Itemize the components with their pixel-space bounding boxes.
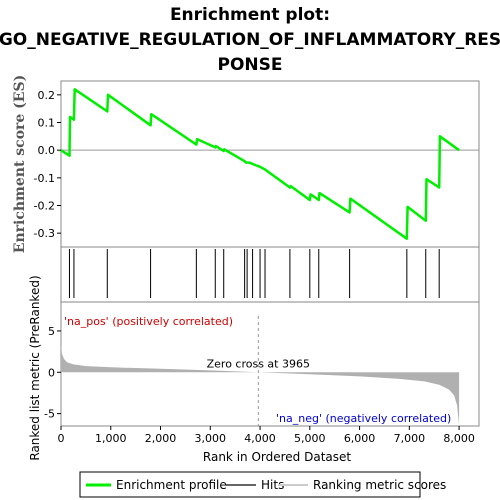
legend: Enrichment profile Hits Ranking metric sco… xyxy=(86,478,446,492)
legend-label: Ranking metric scores xyxy=(313,478,446,492)
es-y-tick-label: -0.2 xyxy=(34,200,55,213)
es-panel-frame xyxy=(60,80,480,248)
pos-label: 'na_pos' (positively correlated) xyxy=(64,315,233,328)
zero-cross-label: Zero cross at 3965 xyxy=(207,357,310,370)
es-y-tick-label: 0.0 xyxy=(38,144,56,157)
x-tick-label: 7,000 xyxy=(394,432,426,445)
x-tick-label: 3,000 xyxy=(195,432,227,445)
x-tick-label: 1,000 xyxy=(95,432,127,445)
x-tick-label: 2,000 xyxy=(145,432,177,445)
chart-title-line-3: PONSE xyxy=(218,55,283,75)
legend-label: Hits xyxy=(261,478,284,492)
x-tick-label: 8,000 xyxy=(443,432,475,445)
x-axis-title: Rank in Ordered Dataset xyxy=(203,450,351,464)
es-y-tick-label: 0.2 xyxy=(38,89,56,102)
metric-y-tick-label: 5 xyxy=(48,325,55,338)
hits-panel-frame xyxy=(60,246,480,303)
x-tick-label: 5,000 xyxy=(294,432,326,445)
metric-y-tick-label: 0 xyxy=(48,366,55,379)
x-tick-label: 4,000 xyxy=(244,432,276,445)
chart-title-line-1: Enrichment plot: xyxy=(170,5,330,25)
x-tick-label: 6,000 xyxy=(344,432,376,445)
metric-y-ticks: -5 0 5 xyxy=(44,325,61,421)
hits-group xyxy=(60,246,480,303)
es-y-tick-label: -0.1 xyxy=(34,172,55,185)
es-y-axis-title: Enrichment score (ES) xyxy=(12,75,28,253)
es-y-tick-label: -0.3 xyxy=(34,227,55,240)
es-y-ticks: -0.3 -0.2 -0.1 0.0 0.1 0.2 xyxy=(34,89,61,240)
x-ticks: 0 1,000 2,000 3,000 4,000 5,000 6,000 7,000 8,00… xyxy=(58,426,475,445)
es-y-tick-label: 0.1 xyxy=(38,117,56,130)
neg-label: 'na_neg' (negatively correlated) xyxy=(276,412,451,425)
chart-title-line-2: GO_NEGATIVE_REGULATION_OF_INFLAMMATORY_R… xyxy=(0,30,500,50)
x-tick-label: 0 xyxy=(58,432,65,445)
enrichment-profile-line xyxy=(60,88,460,240)
metric-panel-frame xyxy=(60,301,480,427)
metric-y-axis-title: Ranked list metric (PreRanked) xyxy=(28,275,42,460)
metric-y-tick-label: -5 xyxy=(44,408,55,421)
legend-label: Enrichment profile xyxy=(116,478,227,492)
